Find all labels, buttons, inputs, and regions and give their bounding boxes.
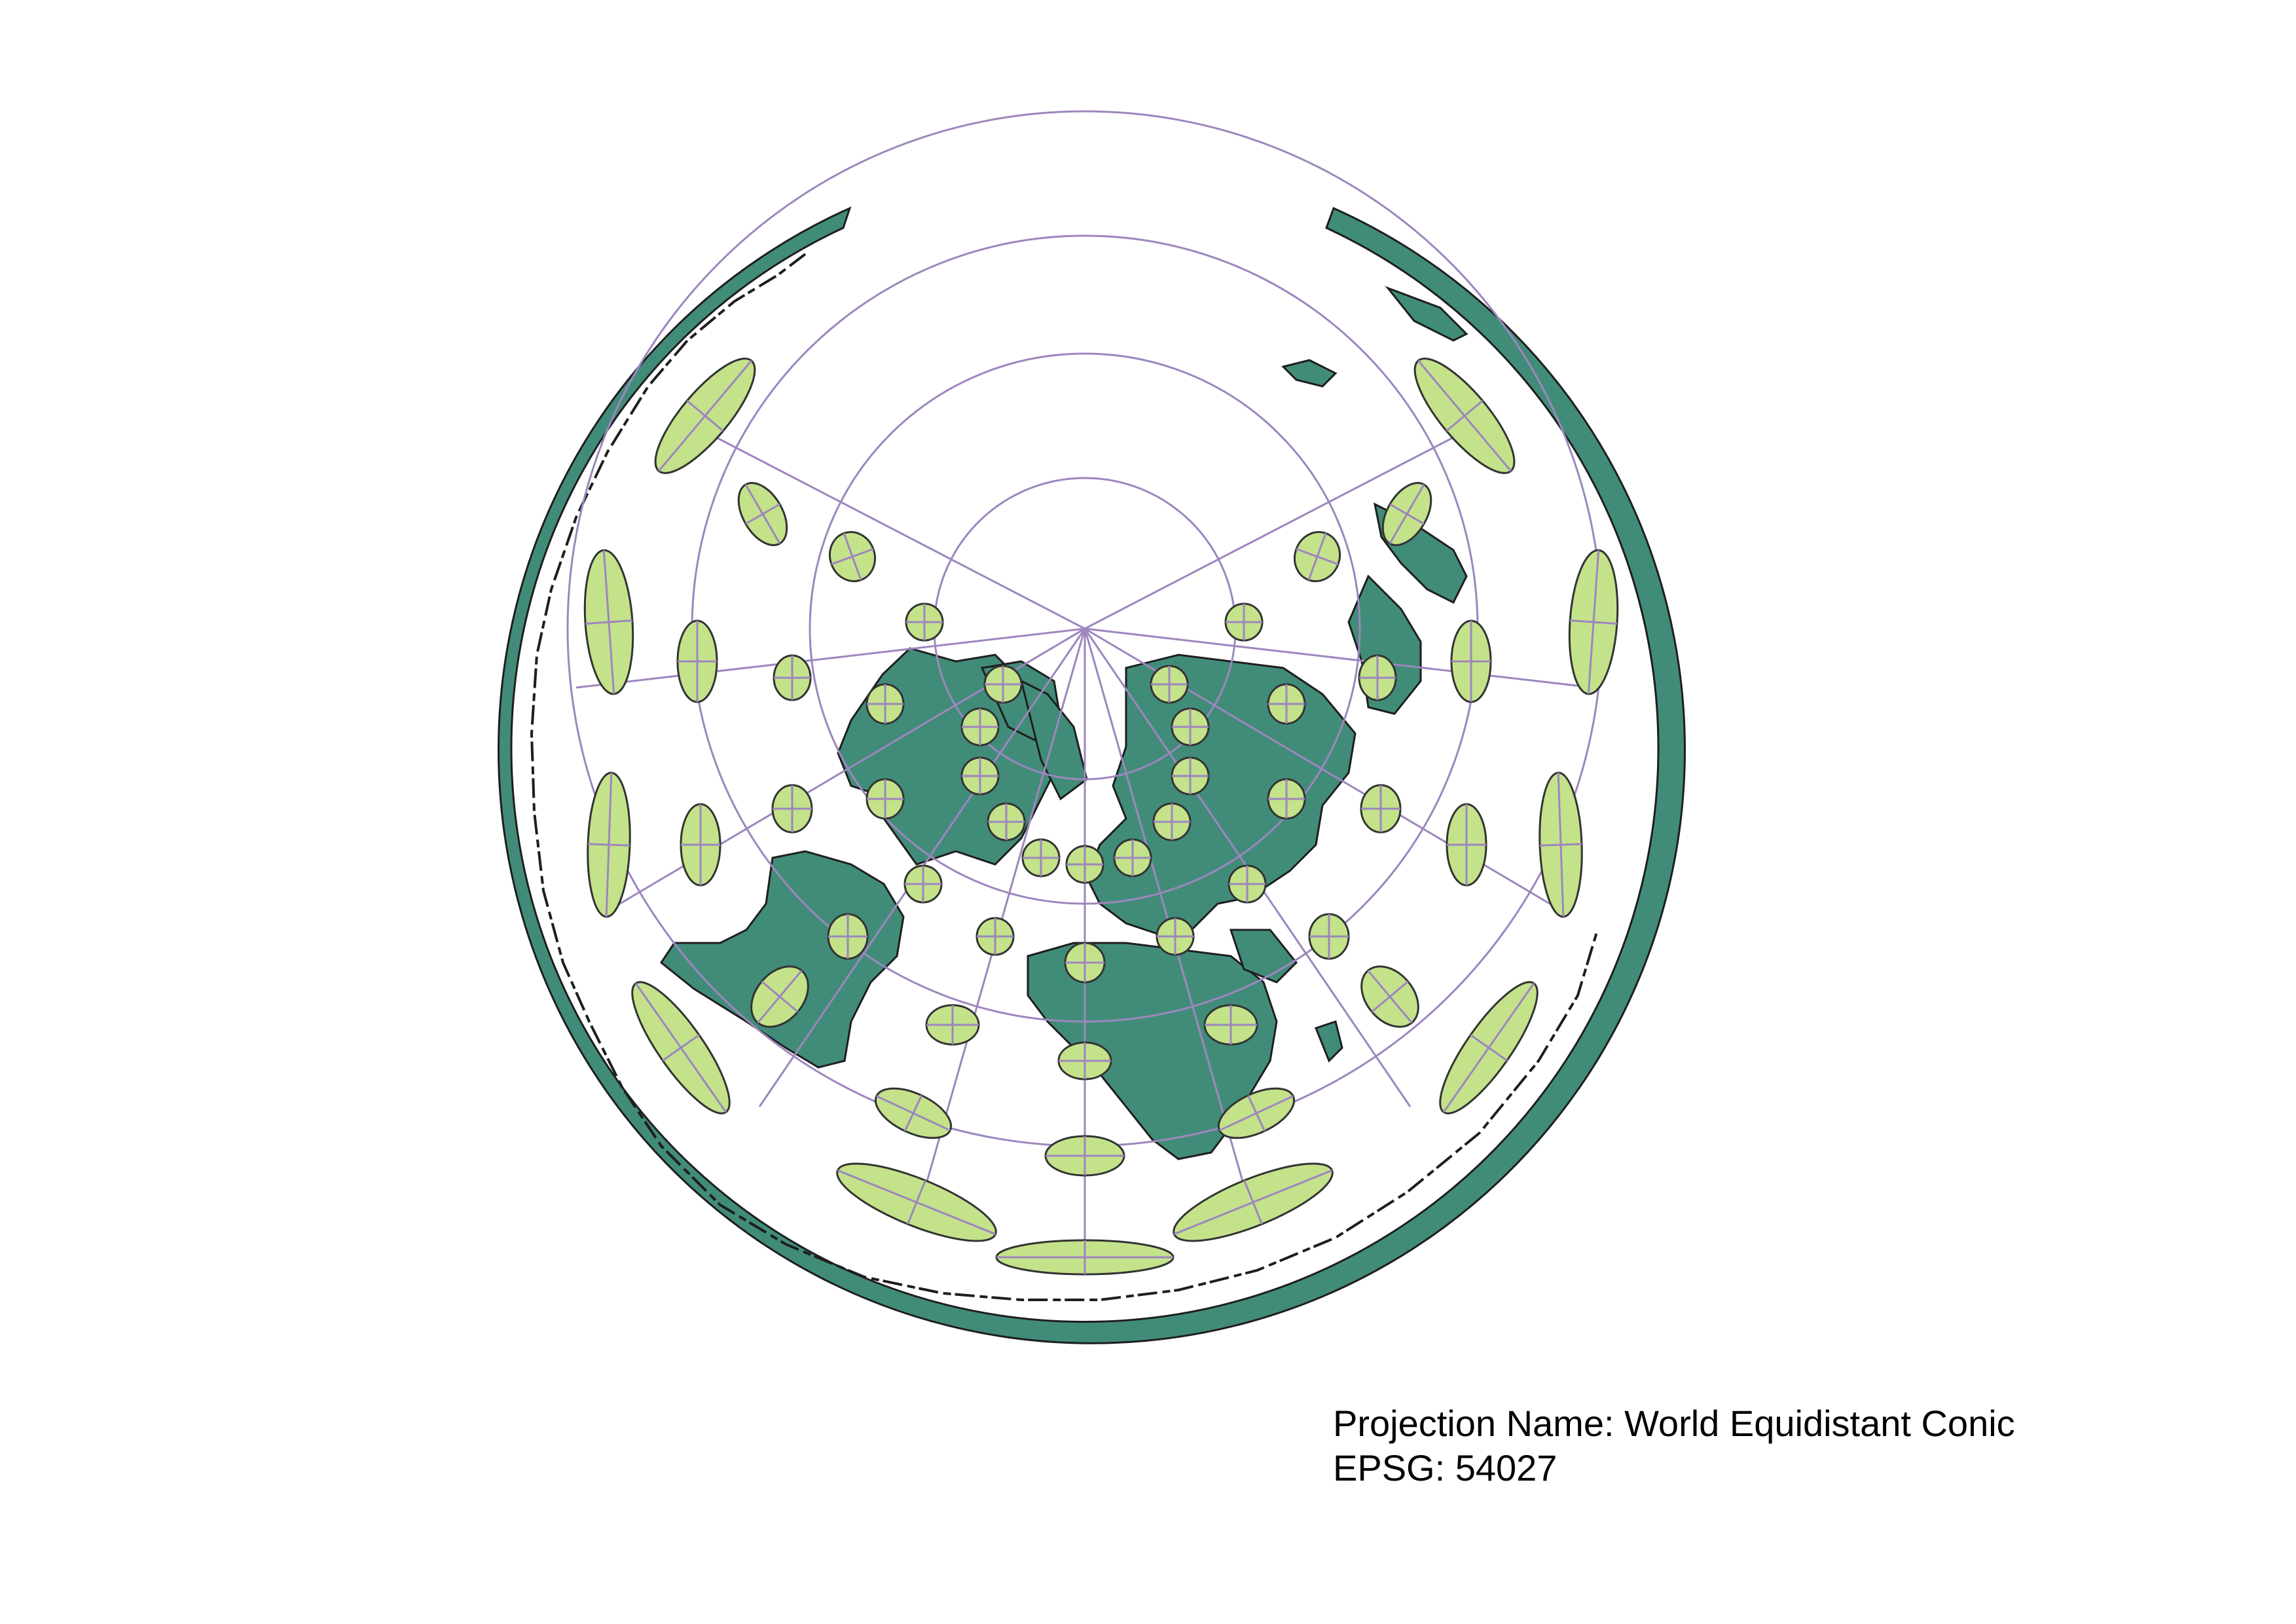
- tissot-ellipse: [1065, 845, 1104, 884]
- tissot-ellipse: [827, 913, 869, 960]
- tissot-ellipse: [1267, 778, 1306, 820]
- tissot-ellipse: [1113, 838, 1152, 877]
- tissot-ellipse: [995, 1239, 1175, 1276]
- tissot-ellipse: [983, 665, 1023, 704]
- tissot-ellipse: [1064, 942, 1106, 984]
- tissot-ellipse: [1360, 965, 1419, 1028]
- tissot-ellipse: [1057, 1041, 1112, 1080]
- tissot-ellipse: [771, 784, 813, 834]
- madagascar: [1315, 1020, 1343, 1063]
- tissot-ellipse: [676, 619, 718, 703]
- tissot-ellipse: [829, 530, 876, 583]
- tissot-ellipse: [750, 965, 809, 1028]
- tissot-ellipse: [836, 1162, 997, 1242]
- tissot-ellipse: [987, 802, 1026, 841]
- tissot-ellipse: [903, 864, 943, 904]
- ring-inner-shoreline: [530, 253, 1599, 1301]
- tissot-ellipse: [1217, 1087, 1296, 1139]
- tissot-ellipse: [960, 707, 1000, 747]
- land-polygons: [659, 286, 1468, 1160]
- tissot-ellipse: [1439, 981, 1539, 1115]
- tissot-ellipse: [1308, 913, 1350, 960]
- tissot-indicatrix: [583, 358, 1619, 1276]
- tissot-ellipse: [1228, 864, 1267, 904]
- tissot-ellipse: [1021, 838, 1061, 877]
- tissot-ellipse: [1568, 549, 1619, 695]
- tissot-ellipse: [1171, 756, 1210, 796]
- meridian-line: [680, 418, 1085, 630]
- tissot-ellipse: [1171, 707, 1210, 747]
- tissot-ellipse: [1446, 803, 1487, 887]
- tissot-ellipse: [1173, 1162, 1334, 1242]
- tissot-ellipse: [1358, 654, 1397, 701]
- eurasia: [1085, 654, 1357, 938]
- tissot-ellipse: [1152, 802, 1192, 841]
- tissot-ellipse: [1224, 602, 1264, 642]
- tissot-ellipse: [874, 1087, 953, 1139]
- tissot-ellipse: [960, 756, 1000, 796]
- tissot-ellipse: [773, 654, 812, 701]
- tissot-ellipse: [1360, 784, 1402, 834]
- tissot-ellipse: [1156, 917, 1195, 956]
- tissot-ellipse: [631, 981, 731, 1115]
- tissot-ellipse: [1044, 1135, 1125, 1177]
- tissot-ellipse: [1381, 482, 1432, 546]
- tissot-ellipse: [1150, 665, 1189, 704]
- tissot-ellipse: [1294, 530, 1341, 583]
- projection-caption: Projection Name: World Equidistant Conic…: [1333, 1401, 2015, 1490]
- south-america: [659, 850, 905, 1069]
- meridian-line: [1084, 627, 1594, 689]
- tissot-ellipse: [1267, 683, 1306, 725]
- tissot-ellipse: [583, 549, 634, 695]
- tissot-ellipse: [975, 917, 1015, 956]
- tissot-ellipse: [680, 803, 721, 887]
- tissot-ellipse: [1539, 771, 1583, 918]
- tissot-ellipse: [866, 683, 905, 725]
- tissot-ellipse: [905, 602, 944, 642]
- tissot-ellipse: [1203, 1004, 1258, 1046]
- new-zealand-arc: [1385, 286, 1468, 342]
- tissot-ellipse: [587, 771, 631, 918]
- epsg-label: EPSG: 54027: [1333, 1447, 1558, 1488]
- projection-name-label: Projection Name: World Equidistant Conic: [1333, 1403, 2015, 1444]
- tissot-ellipse: [1413, 358, 1516, 474]
- alaska-island: [1281, 359, 1338, 388]
- meridian-line: [1084, 418, 1489, 630]
- tissot-ellipse: [654, 358, 756, 474]
- meridian-line: [575, 627, 1085, 689]
- tissot-ellipse: [737, 482, 788, 546]
- tissot-ellipse: [1450, 619, 1492, 703]
- tissot-ellipse: [925, 1004, 980, 1046]
- tissot-ellipse: [866, 778, 905, 820]
